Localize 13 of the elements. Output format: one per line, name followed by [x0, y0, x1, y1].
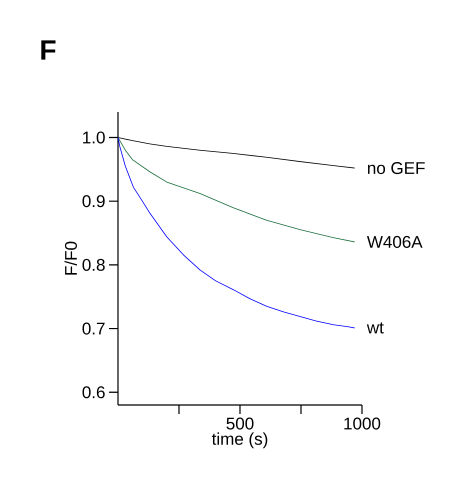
y-tick-label: 0.9 — [82, 195, 105, 208]
y-axis-title: F/F0 — [64, 242, 77, 275]
y-tick-label: 1.0 — [83, 131, 105, 144]
text: F — [41, 40, 56, 60]
y-tick-label: 0.8 — [82, 258, 105, 271]
y-tick-label: 0.6 — [82, 386, 105, 398]
series-label: wt — [366, 322, 384, 334]
y-tick-label: 0.7 — [82, 322, 105, 335]
series-label: W406A — [366, 236, 423, 248]
x-tick-label: 500 — [226, 418, 254, 430]
x-tick-label: 1000 — [344, 418, 380, 430]
series-label: no GEF — [368, 162, 425, 174]
x-axis-title: time (s) — [212, 432, 268, 448]
